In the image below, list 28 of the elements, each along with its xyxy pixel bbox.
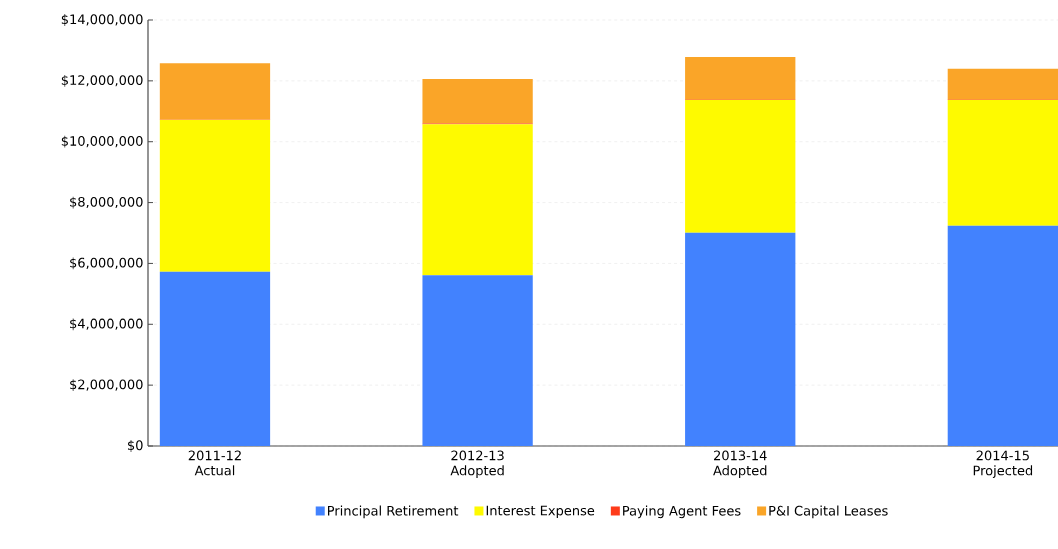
bar xyxy=(685,232,796,446)
bar xyxy=(947,68,1058,100)
bar xyxy=(422,124,533,276)
y-tick-label: $8,000,000 xyxy=(70,196,143,209)
bar xyxy=(422,79,533,124)
bar xyxy=(947,99,1058,226)
x-tick-label: 2011-12 Actual xyxy=(188,450,241,476)
bar xyxy=(685,99,796,233)
bar xyxy=(685,57,796,100)
bar xyxy=(159,119,271,272)
y-tick-label: $6,000,000 xyxy=(70,257,143,270)
legend-label: P&I Capital Leases xyxy=(769,505,888,519)
y-tick-label: $14,000,000 xyxy=(61,14,143,26)
y-tick-label: $10,000,000 xyxy=(61,135,143,148)
bar xyxy=(947,225,1058,446)
y-tick-label: $12,000,000 xyxy=(61,74,143,87)
bar xyxy=(422,275,533,446)
legend-label: Interest Expense xyxy=(486,505,595,518)
legend-label: Paying Agent Fees xyxy=(623,505,741,519)
bar xyxy=(159,63,271,120)
y-tick-label: $4,000,000 xyxy=(70,318,143,331)
x-tick-label: 2013-14 Adopted xyxy=(713,450,767,478)
bar xyxy=(159,271,271,446)
legend-label: Principal Retirement xyxy=(328,505,459,519)
x-tick-label: 2014-15 Projected xyxy=(973,450,1033,478)
y-tick-label: $2,000,000 xyxy=(70,379,143,392)
x-tick-label: 2012-13 Adopted xyxy=(450,450,504,478)
y-tick-label: $0 xyxy=(128,440,143,452)
